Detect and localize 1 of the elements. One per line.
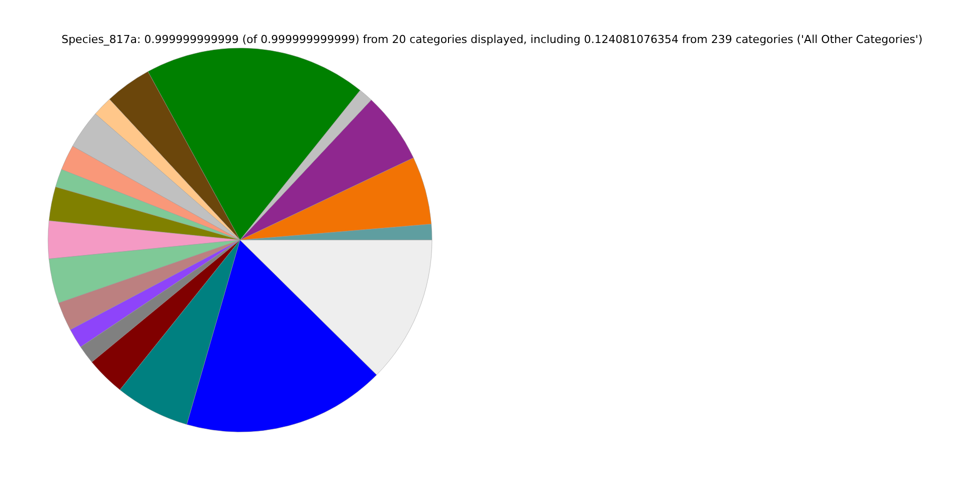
text: Species_817a: 0.999999999999 (of 0.999999999999) from 20 categories displayed, including 0.124081076354 from 239 categories ('All Other Categories') (61, 33, 923, 46)
